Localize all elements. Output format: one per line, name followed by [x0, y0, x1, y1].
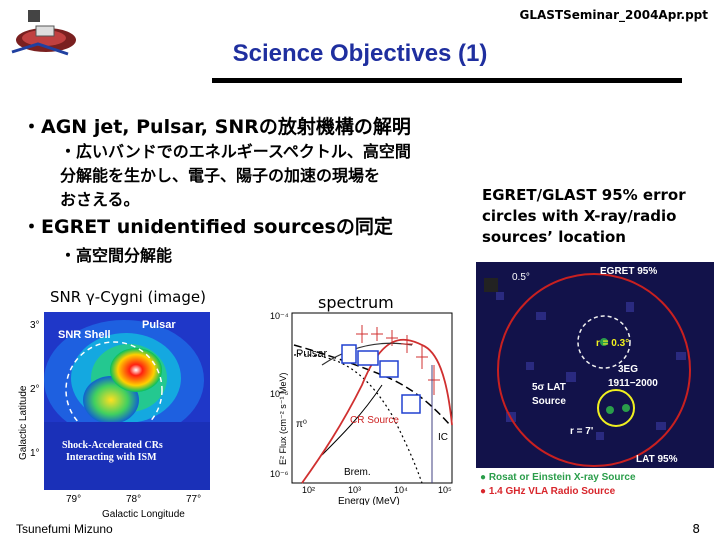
snr-ylabel: Galactic Latitude: [18, 385, 29, 460]
shock-label-1: Shock-Accelerated CRs: [62, 440, 163, 451]
bullet-1-sub-line: 分解能を生かし、電子、陽子の加速の現場を: [60, 166, 381, 185]
pulsar-label: Pulsar: [142, 319, 176, 331]
r-03-label: r = 0.3°: [596, 338, 629, 349]
snr-ytick: 2°: [30, 384, 40, 395]
spec-ic-label: IC: [438, 432, 448, 443]
egret-95-label: EGRET 95%: [600, 266, 657, 277]
footer-author: Tsunefumi Mizuno: [16, 522, 113, 536]
lat-source-label-1: 5σ LAT: [532, 382, 566, 393]
egret-error-circle-image: 0.5° EGRET 95% r = 0.3° 3EG 1911−2000 5σ…: [476, 262, 714, 502]
page-number: 8: [692, 522, 700, 536]
slide-title: Science Objectives (1): [232, 40, 488, 67]
bullet-1-sub-line: ・広いバンドでのエネルギースペクトル、高空間: [60, 142, 411, 161]
spec-ytick: 10⁻⁵: [270, 389, 289, 399]
legend-radio: ● 1.4 GHz VLA Radio Source: [480, 486, 616, 497]
spec-xlabel: Energy (MeV): [338, 496, 400, 505]
r-7-label: r = 7': [570, 426, 593, 437]
spec-ylabel: E² Flux (cm⁻² s⁻¹ MeV): [278, 373, 288, 466]
lat-source-label-2: Source: [532, 396, 566, 407]
spectrum-plot: Pulsar CR Source Brem. IC π⁰ 10⁻⁴ 10⁻⁵ 1…: [270, 311, 453, 505]
spec-ytick: 10⁻⁶: [270, 469, 289, 479]
snr-xtick: 78°: [126, 494, 141, 505]
bullet-1-sub: ・広いバンドでのエネルギースペクトル、高空間 分解能を生かし、電子、陽子の加速の…: [60, 140, 460, 212]
spec-ytick: 10⁻⁴: [270, 311, 289, 321]
caption-line: sources’ location: [482, 228, 626, 246]
legend-xray: ● Rosat or Einstein X-ray Source: [480, 472, 636, 483]
bullet-1-sub-line: おさえる。: [60, 190, 140, 209]
egret-caption: EGRET/GLAST 95% error circles with X-ray…: [482, 185, 712, 248]
shock-label-2: Interacting with ISM: [66, 452, 157, 463]
spectrum-label: spectrum: [318, 293, 394, 312]
bullet-2-sub: ・高空間分解能: [60, 246, 173, 265]
spec-xtick: 10²: [302, 485, 315, 495]
spec-cr-label: CR Source: [350, 415, 399, 426]
spec-brem-label: Brem.: [344, 467, 371, 478]
spec-pi-label: π⁰: [296, 419, 307, 430]
source-id-label: 1911−2000: [608, 378, 658, 389]
spec-xtick: 10⁴: [394, 485, 408, 495]
file-name: GLASTSeminar_2004Apr.ppt: [519, 8, 708, 22]
snr-shell-label: SNR Shell: [58, 329, 111, 341]
egret-scale-label: 0.5°: [512, 272, 530, 283]
snr-xlabel: Galactic Longitude: [102, 509, 185, 520]
spec-xtick: 10⁵: [438, 485, 452, 495]
snr-gamma-cygni-image: SNR Shell Pulsar Shock-Accelerated CRs I…: [18, 312, 210, 520]
snr-ytick: 1°: [30, 448, 40, 459]
glast-logo: [11, 10, 76, 56]
bullet-1: ・AGN jet, Pulsar, SNRの放射機構の解明: [22, 116, 411, 138]
bullet-2: ・EGRET unidentified sourcesの同定: [22, 216, 393, 238]
source-name-label: 3EG: [618, 364, 638, 375]
snr-xtick: 79°: [66, 494, 81, 505]
snr-ytick: 3°: [30, 320, 40, 331]
spec-pulsar-label: Pulsar: [296, 348, 328, 360]
lat-95-label: LAT 95%: [636, 454, 678, 465]
snr-xtick: 77°: [186, 494, 201, 505]
caption-line: EGRET/GLAST 95% error: [482, 186, 686, 204]
caption-line: circles with X-ray/radio: [482, 207, 677, 225]
spec-xtick: 10³: [348, 485, 361, 495]
title-rule: [212, 78, 682, 83]
snr-label: SNR γ-Cygni (image): [50, 288, 206, 306]
